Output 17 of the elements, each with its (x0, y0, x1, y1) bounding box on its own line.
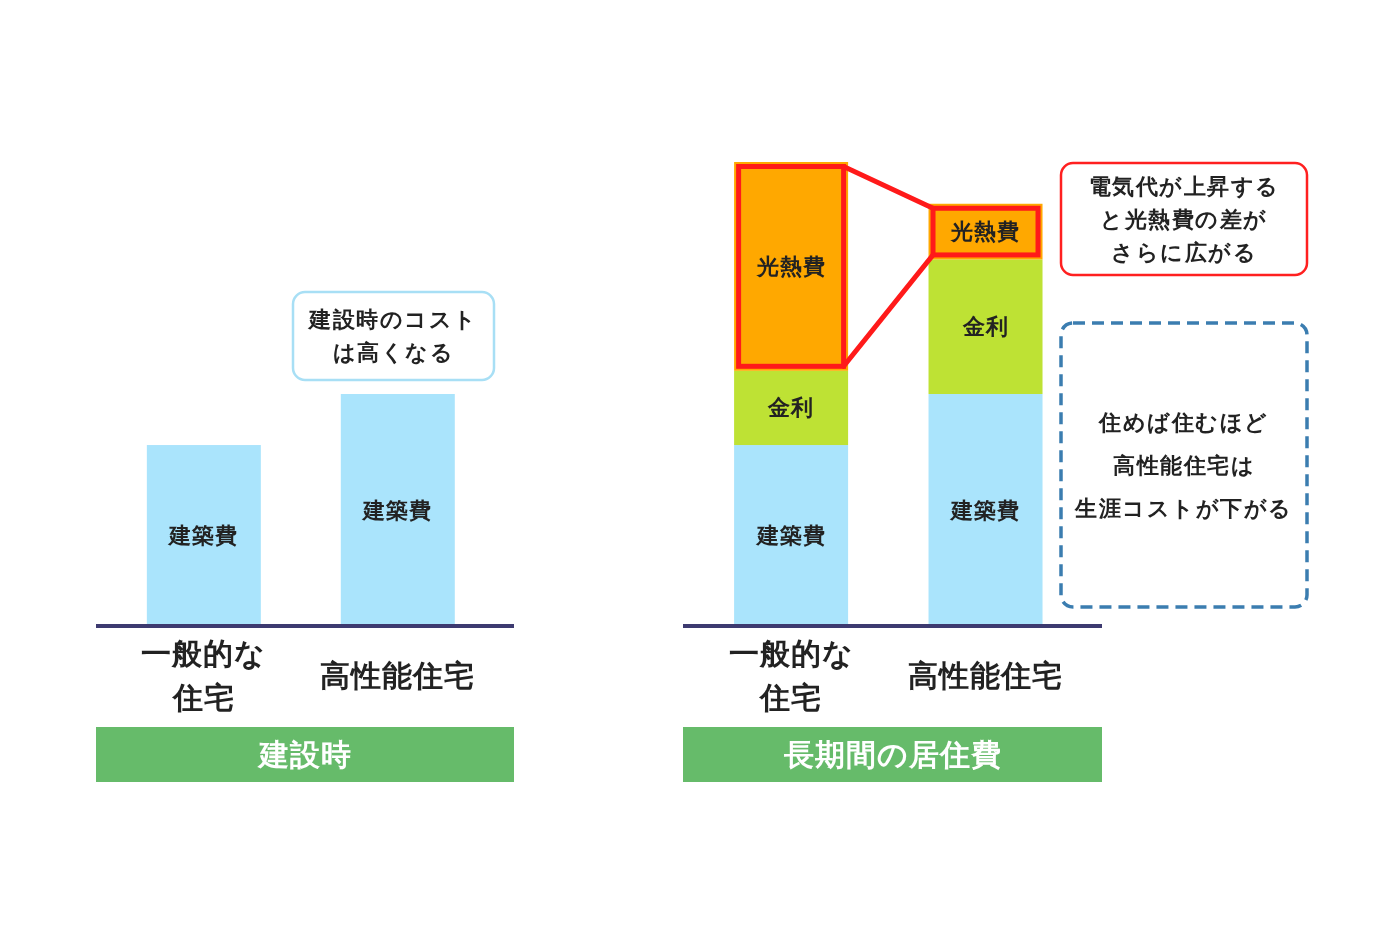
series-label: 金利 (962, 314, 1009, 340)
category-label: 一般的な住宅 (728, 635, 854, 715)
category-label: 高性能住宅 (320, 657, 476, 693)
annotation-text: 建設時のコストは高くなる (309, 307, 478, 365)
title: 建設時 (258, 736, 352, 772)
series-label: 建築費 (756, 523, 826, 548)
title: 長期間の居住費 (783, 736, 1002, 772)
series-label: 金利 (768, 395, 815, 421)
series-label: 建築費 (169, 523, 239, 548)
annotation-text: 住めば住むほど高性能住宅は生涯コストが下がる (1075, 409, 1293, 521)
category-label: 高性能住宅 (908, 657, 1063, 693)
series-label: 光熱費 (756, 253, 826, 279)
series-label: 建築費 (951, 497, 1020, 523)
series-label: 光熱費 (951, 219, 1020, 245)
annotation-text: 電気代が上昇すると光熱費の差がさらに広がる (1088, 173, 1280, 265)
series-label: 建築費 (363, 497, 433, 523)
category-label: 一般的な住宅 (141, 635, 267, 715)
